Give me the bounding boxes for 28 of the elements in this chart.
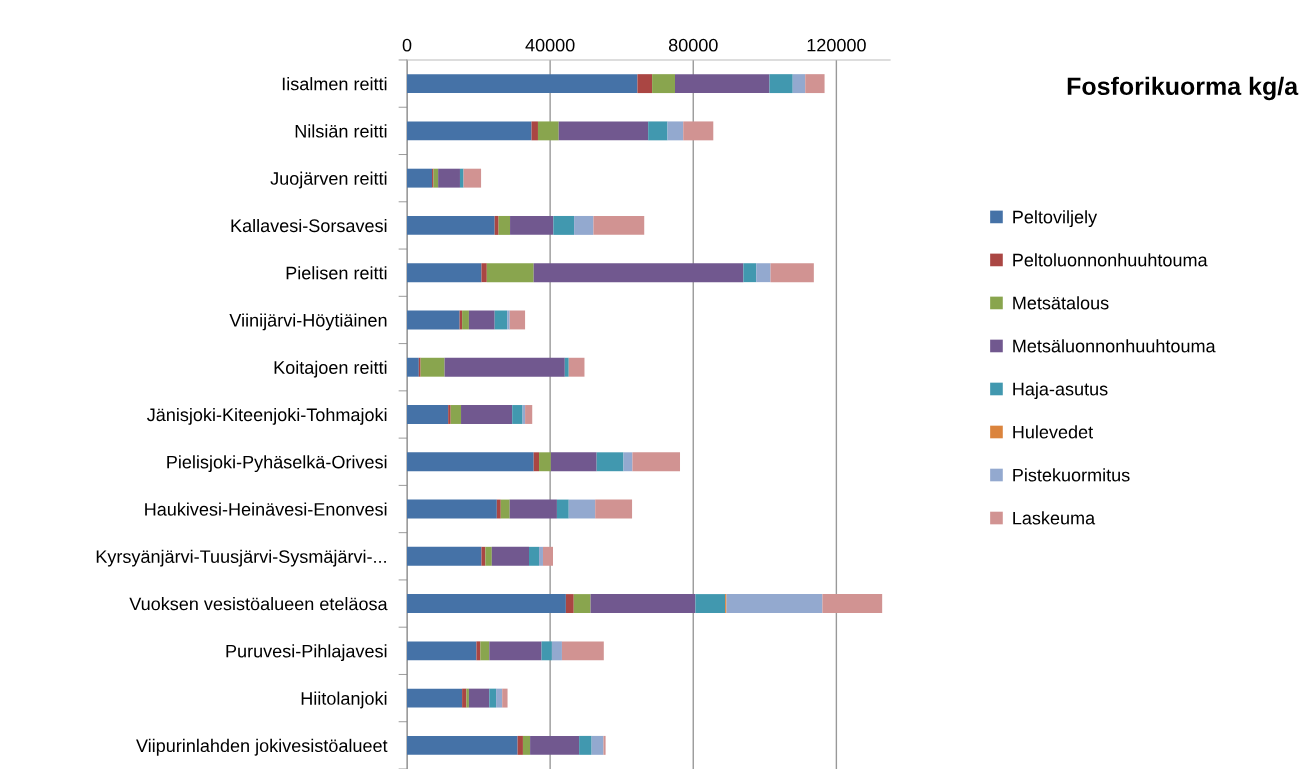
y-tick-label: Kyrsyänjärvi-Tuusjärvi-Sysmäjärvi-... — [96, 549, 386, 567]
y-tick-label: Pielisjoki-Pyhäselkä-Orivesi — [167, 455, 387, 473]
y-tick-label: Viinijärvi-Höytiäinen — [229, 313, 387, 331]
legend-label: Peltoviljely — [1013, 210, 1098, 227]
legend-label: Metsäluonnonhuuhtouma — [1013, 339, 1216, 353]
legend-label: Hulevedet — [1013, 425, 1093, 439]
y-tick-label: Haukivesi-Heinävesi-Enonvesi — [145, 502, 387, 516]
y-tick-label: Pielisen reitti — [286, 266, 387, 280]
y-tick-label: Vuoksen vesistöalueen eteläosa — [129, 597, 388, 611]
text: Fosforikuorma kg/a — [1067, 76, 1299, 101]
y-tick-label: Iisalmen reitti — [282, 77, 387, 91]
y-tick-label: Viipurinlahden jokivesistöalueet — [136, 738, 388, 756]
y-tick-label: Hiitolanjoki — [301, 691, 387, 709]
x-tick-label: 0 — [402, 38, 412, 52]
y-tick-label: Jänisjoki-Kiteenjoki-Tohmajoki — [147, 407, 387, 425]
y-tick-label: Kallavesi-Sorsavesi — [231, 218, 387, 233]
legend-label: Haja-asutus — [1013, 382, 1108, 400]
legend-label: Pistekuormitus — [1013, 468, 1130, 482]
y-tick-label: Nilsiän reitti — [295, 124, 387, 138]
legend-label: Metsätalous — [1013, 296, 1109, 310]
y-tick-label: Puruvesi-Pihlajavesi — [226, 644, 387, 662]
x-tick-label: 120000 — [807, 38, 866, 52]
legend-label: Laskeuma — [1013, 511, 1096, 525]
x-tick-label: 80000 — [668, 38, 718, 52]
x-tick-label: 40000 — [525, 38, 575, 52]
y-tick-label: Juojärven reitti — [270, 171, 387, 189]
y-tick-label: Koitajoen reitti — [274, 360, 387, 378]
legend-label: Peltoluonnonhuuhtouma — [1013, 253, 1208, 267]
